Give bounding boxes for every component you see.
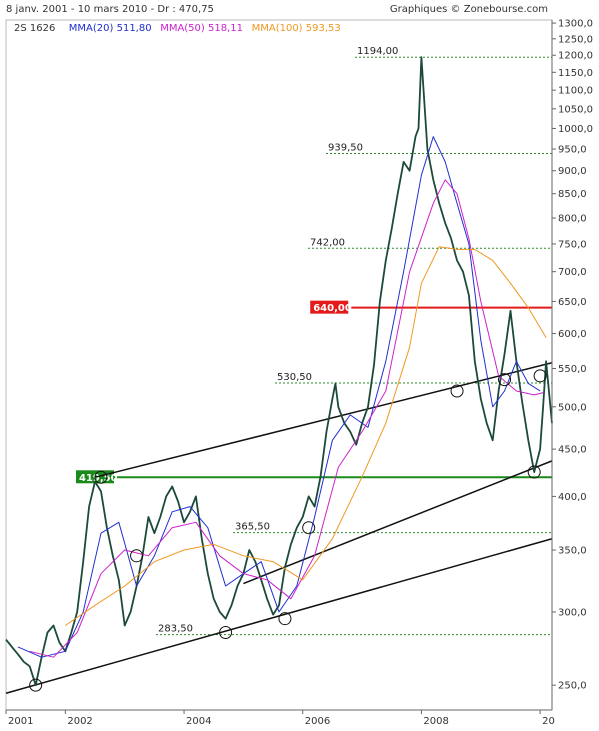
y-tick-label: 1200,0 bbox=[558, 51, 593, 62]
y-tick-label: 800,0 bbox=[558, 214, 587, 225]
legend-entry: 2S 1626 bbox=[14, 23, 55, 34]
plot-area: 1194,00 939,50 742,00 640,00 530,50 419,50 365… bbox=[5, 19, 553, 711]
level-label-box bbox=[310, 300, 349, 314]
level-label: 640,00 bbox=[313, 303, 352, 314]
x-tick-label: 2004 bbox=[186, 716, 211, 727]
level-label: 365,50 bbox=[235, 522, 270, 533]
pivot-marker bbox=[302, 521, 316, 535]
legend: 2S 1626 MMA(20) 511,80 MMA(50) 518,11 MMA(1… bbox=[14, 23, 341, 34]
x-tick-label: 20 bbox=[542, 716, 555, 727]
y-tick-label: 500,0 bbox=[558, 402, 587, 413]
y-tick-label: 950,0 bbox=[558, 145, 587, 156]
level-label: 939,50 bbox=[328, 143, 363, 154]
level-label: 1194,00 bbox=[357, 46, 398, 57]
pivot-marker bbox=[450, 384, 464, 398]
x-tick-label: 2001 bbox=[8, 716, 33, 727]
trendline bbox=[243, 460, 553, 585]
y-tick-label: 1100,0 bbox=[558, 86, 593, 97]
level-label: 530,50 bbox=[277, 372, 312, 383]
y-tick-label: 400,0 bbox=[558, 492, 587, 503]
period-text: 8 janv. 2001 - 10 mars 2010 - Dr : 470,7… bbox=[6, 4, 214, 15]
y-tick-label: 1250,0 bbox=[558, 34, 593, 45]
y-tick-label: 450,0 bbox=[558, 445, 587, 456]
x-axis: 2001 2002 2004 2006 2008 20 bbox=[5, 709, 555, 727]
pivot-marker bbox=[94, 470, 108, 484]
y-tick-label: 1050,0 bbox=[558, 104, 593, 115]
y-tick-label: 1000,0 bbox=[558, 124, 593, 135]
x-tick-label: 2008 bbox=[423, 716, 448, 727]
level-label: 419,50 bbox=[79, 473, 118, 484]
series-line bbox=[65, 246, 547, 626]
pivot-marker bbox=[533, 369, 547, 383]
x-tick-label: 2002 bbox=[67, 716, 92, 727]
legend-entry: MMA(20) 511,80 bbox=[69, 23, 152, 34]
y-axis: 250,0 300,0 350,0 400,0 450,0 500,0 550,0 600,0… bbox=[551, 19, 593, 710]
pivot-marker bbox=[29, 678, 43, 692]
y-tick-label: 700,0 bbox=[558, 267, 587, 278]
pivot-marker bbox=[219, 626, 233, 640]
level-label: 283,50 bbox=[158, 624, 193, 635]
trendline bbox=[5, 537, 553, 694]
series-line bbox=[29, 179, 544, 658]
y-tick-label: 550,0 bbox=[558, 364, 587, 375]
pivot-marker bbox=[498, 373, 512, 387]
level-label: 742,00 bbox=[310, 237, 345, 248]
y-tick-label: 300,0 bbox=[558, 607, 587, 618]
pivot-marker bbox=[527, 465, 541, 479]
legend-entry: MMA(100) 593,53 bbox=[252, 23, 341, 34]
y-tick-label: 650,0 bbox=[558, 297, 587, 308]
y-tick-label: 600,0 bbox=[558, 329, 587, 340]
y-tick-label: 900,0 bbox=[558, 166, 587, 177]
x-tick-label: 2006 bbox=[305, 716, 330, 727]
y-tick-label: 350,0 bbox=[558, 546, 587, 557]
pivot-marker bbox=[130, 549, 144, 563]
series-line bbox=[5, 56, 553, 687]
credit-text: Graphiques © Zonebourse.com bbox=[390, 4, 548, 15]
y-tick-label: 1150,0 bbox=[558, 68, 593, 79]
series-line bbox=[17, 136, 541, 658]
trendline bbox=[94, 361, 553, 479]
y-tick-label: 850,0 bbox=[558, 189, 587, 200]
pivot-marker bbox=[278, 612, 292, 626]
y-tick-label: 250,0 bbox=[558, 681, 587, 692]
y-tick-label: 750,0 bbox=[558, 239, 587, 250]
legend-entry: MMA(50) 518,11 bbox=[160, 23, 243, 34]
y-tick-label: 1300,0 bbox=[558, 19, 593, 30]
